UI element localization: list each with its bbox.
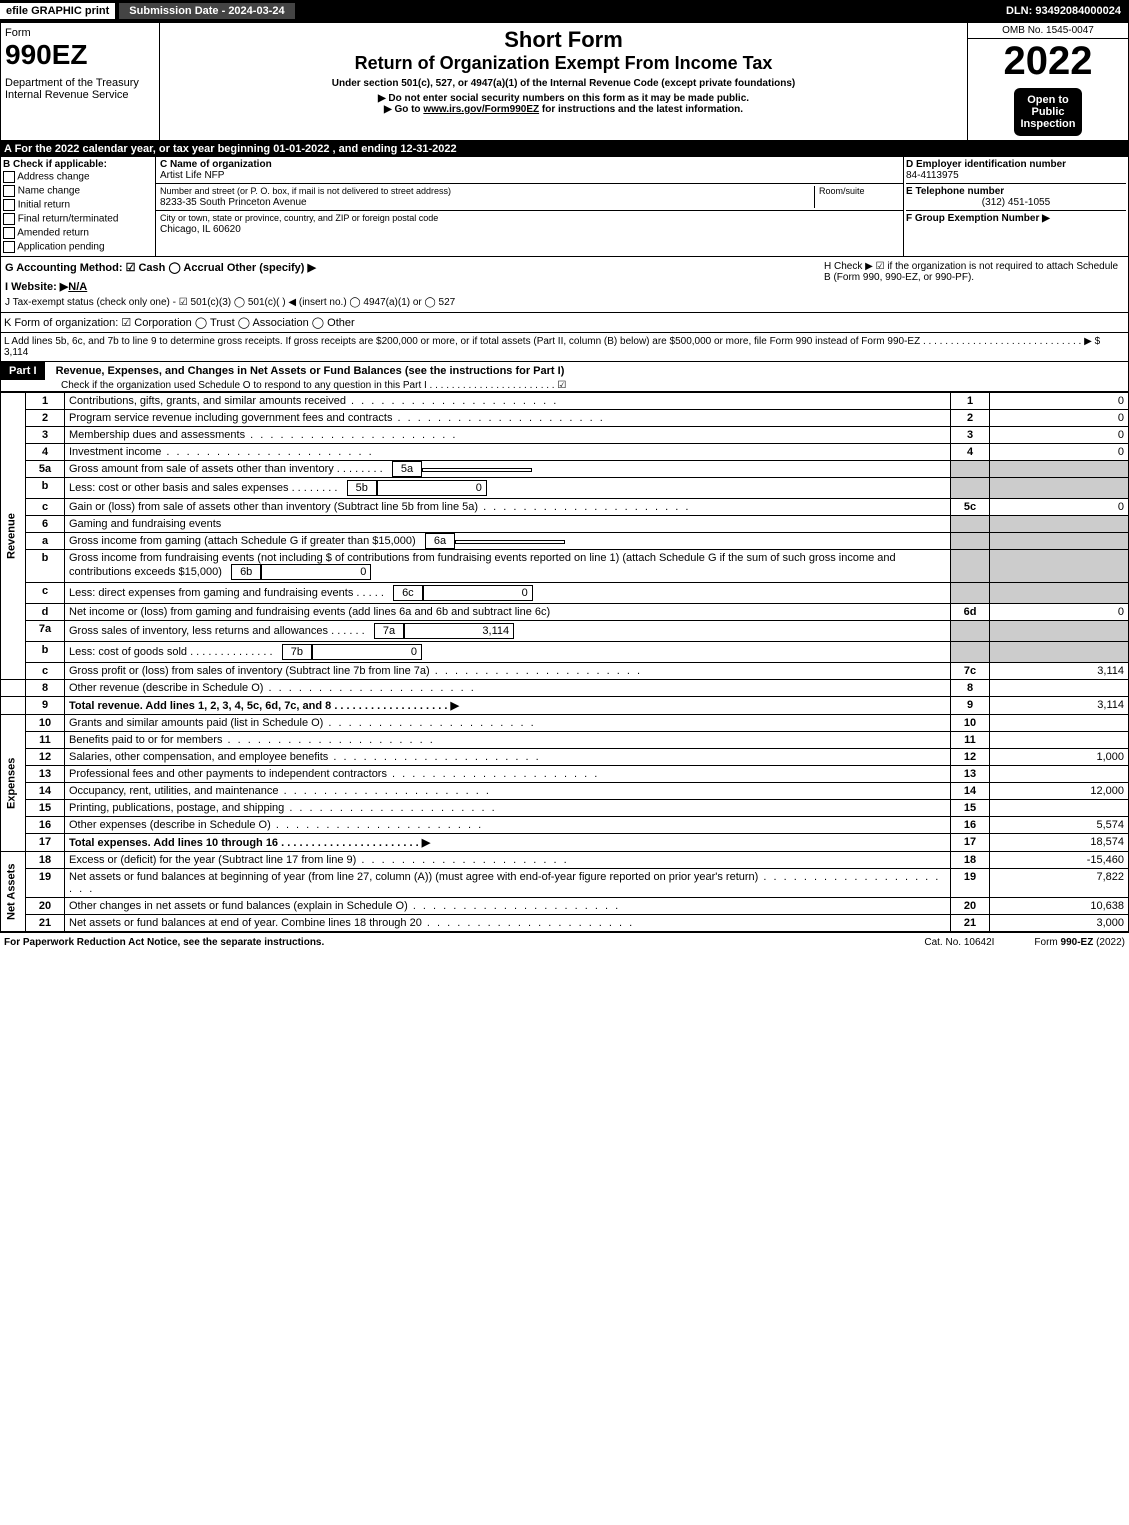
line-j: J Tax-exempt status (check only one) - ☑… — [5, 297, 824, 308]
section-c: C Name of organizationArtist Life NFP Nu… — [156, 157, 904, 256]
open-public-badge: Open to Public Inspection — [1014, 88, 1081, 136]
org-city: Chicago, IL 60620 — [160, 224, 241, 235]
irs-link[interactable]: www.irs.gov/Form990EZ — [423, 104, 539, 115]
header-right: OMB No. 1545-0047 2022 Open to Public In… — [967, 23, 1128, 140]
org-addr: 8233-35 South Princeton Avenue — [160, 197, 307, 208]
ein: 84-4113975 — [906, 170, 959, 181]
dln: DLN: 93492084000024 — [1006, 5, 1129, 17]
form-word: Form — [5, 27, 155, 39]
form-number: 990EZ — [5, 39, 155, 71]
cat-no: Cat. No. 10642I — [924, 937, 994, 948]
short-form-title: Short Form — [164, 27, 963, 53]
org-name: Artist Life NFP — [160, 170, 224, 181]
line-h: H Check ▶ ☑ if the organization is not r… — [824, 261, 1124, 308]
part1-label: Part I — [1, 362, 45, 380]
under-section: Under section 501(c), 527, or 4947(a)(1)… — [164, 78, 963, 89]
header-left: Form 990EZ Department of the Treasury In… — [1, 23, 160, 140]
omb: OMB No. 1545-0047 — [968, 23, 1128, 39]
tax-year: 2022 — [968, 39, 1128, 84]
telephone: (312) 451-1055 — [906, 197, 1126, 208]
irs: Internal Revenue Service — [5, 89, 155, 101]
section-a: A For the 2022 calendar year, or tax yea… — [0, 141, 1129, 157]
chk-initial[interactable]: Initial return — [3, 198, 153, 212]
efile-label[interactable]: efile GRAPHIC print — [0, 3, 115, 19]
form-header: Form 990EZ Department of the Treasury In… — [0, 22, 1129, 141]
submission-date: Submission Date - 2024-03-24 — [119, 3, 294, 19]
top-bar: efile GRAPHIC print Submission Date - 20… — [0, 0, 1129, 22]
chk-final[interactable]: Final return/terminated — [3, 212, 153, 226]
section-d-e-f: D Employer identification number 84-4113… — [904, 157, 1128, 256]
chk-amended[interactable]: Amended return — [3, 226, 153, 240]
line-g: G Accounting Method: ☑ Cash ◯ Accrual Ot… — [5, 261, 824, 274]
part1-table: Revenue 1Contributions, gifts, grants, a… — [0, 392, 1129, 932]
header-mid: Short Form Return of Organization Exempt… — [160, 23, 967, 140]
form-ref: Form 990-EZ (2022) — [1034, 937, 1125, 948]
group-exemption: F Group Exemption Number ▶ — [906, 213, 1050, 224]
chk-name[interactable]: Name change — [3, 184, 153, 198]
revenue-vert: Revenue — [1, 393, 26, 680]
expenses-vert: Expenses — [1, 715, 26, 852]
section-b: B Check if applicable: Address change Na… — [1, 157, 156, 256]
note-ssn: ▶ Do not enter social security numbers o… — [164, 93, 963, 104]
line-k: K Form of organization: ☑ Corporation ◯ … — [0, 313, 1129, 333]
note-goto: ▶ Go to www.irs.gov/Form990EZ for instru… — [164, 104, 963, 115]
footer: For Paperwork Reduction Act Notice, see … — [0, 932, 1129, 952]
return-title: Return of Organization Exempt From Incom… — [164, 53, 963, 74]
line-l: L Add lines 5b, 6c, and 7b to line 9 to … — [0, 333, 1129, 362]
dept: Department of the Treasury — [5, 77, 155, 89]
part1-header: Part I Revenue, Expenses, and Changes in… — [0, 362, 1129, 392]
chk-address[interactable]: Address change — [3, 170, 153, 184]
line-i: I Website: ▶N/A — [5, 280, 824, 293]
pra-notice: For Paperwork Reduction Act Notice, see … — [4, 937, 324, 948]
chk-pending[interactable]: Application pending — [3, 240, 153, 254]
netassets-vert: Net Assets — [1, 852, 26, 932]
info-block: B Check if applicable: Address change Na… — [0, 157, 1129, 257]
